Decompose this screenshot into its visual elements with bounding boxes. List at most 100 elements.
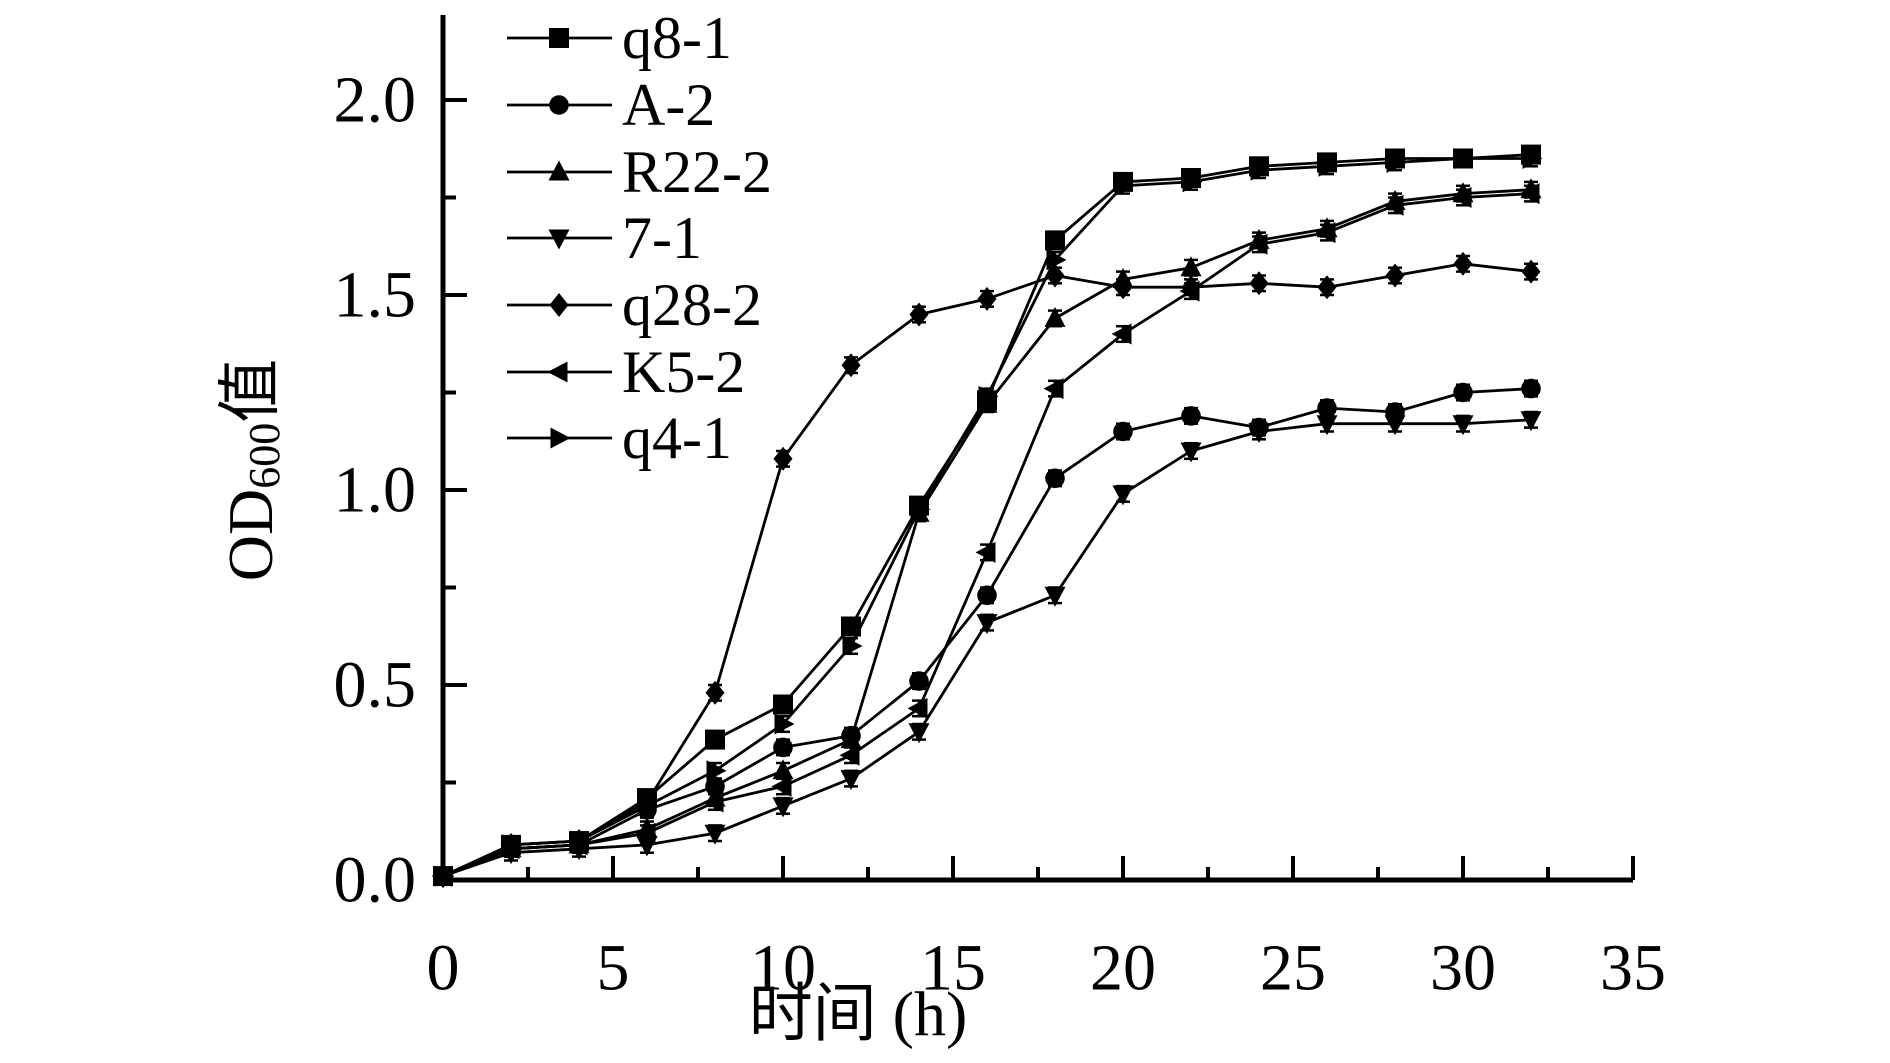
marker-q4-1 bbox=[570, 830, 591, 852]
marker-7-1 bbox=[1452, 415, 1474, 436]
marker-A-2 bbox=[1317, 398, 1337, 418]
marker-q28-2 bbox=[773, 446, 793, 471]
x-tick-label: 15 bbox=[920, 932, 986, 1005]
x-tick-label: 5 bbox=[597, 932, 630, 1005]
marker-q4-1 bbox=[842, 635, 863, 657]
legend-marker-q8-1 bbox=[549, 28, 569, 48]
legend-label-q4-1: q4-1 bbox=[622, 405, 732, 471]
marker-q28-2 bbox=[1113, 275, 1133, 300]
marker-q8-1 bbox=[773, 694, 793, 715]
x-tick-label: 25 bbox=[1260, 932, 1326, 1005]
legend-label-7-1: 7-1 bbox=[622, 205, 702, 271]
marker-q4-1 bbox=[638, 795, 659, 817]
series-q28-2 bbox=[433, 251, 1541, 889]
marker-q28-2 bbox=[909, 302, 929, 327]
marker-q28-2 bbox=[1521, 259, 1541, 284]
marker-q4-1 bbox=[978, 385, 999, 407]
legend-marker-q4-1 bbox=[550, 427, 571, 449]
marker-q8-1 bbox=[841, 616, 861, 637]
series-R22-2 bbox=[432, 178, 1542, 886]
marker-K5-2 bbox=[1043, 378, 1064, 400]
marker-q4-1 bbox=[1114, 175, 1135, 197]
tick-labels: 0 5 10 15 20 25 30 35 0.0 0.5 1.0 1.5 2.0 bbox=[334, 64, 1667, 1005]
marker-A-2 bbox=[1045, 468, 1065, 489]
marker-K5-2 bbox=[1247, 233, 1268, 255]
y-tick-label: 1.5 bbox=[334, 259, 417, 332]
marker-R22-2 bbox=[840, 728, 862, 749]
legend-item-7-1: 7-1 bbox=[507, 205, 702, 271]
marker-q28-2 bbox=[1385, 263, 1405, 288]
marker-A-2 bbox=[977, 585, 997, 606]
marker-7-1 bbox=[772, 797, 794, 818]
legend-label-A-2: A-2 bbox=[622, 72, 715, 138]
marker-q4-1 bbox=[1522, 148, 1543, 169]
legend-marker-R22-2 bbox=[548, 160, 570, 181]
x-tick-label: 0 bbox=[427, 932, 460, 1005]
marker-q4-1 bbox=[910, 499, 931, 520]
marker-7-1 bbox=[908, 723, 930, 744]
marker-K5-2 bbox=[635, 822, 656, 844]
marker-q28-2 bbox=[841, 353, 861, 378]
legend-marker-K5-2 bbox=[547, 361, 568, 383]
x-tick-label: 35 bbox=[1600, 932, 1666, 1005]
marker-K5-2 bbox=[1111, 323, 1132, 345]
legend-item-K5-2: K5-2 bbox=[507, 339, 745, 405]
axes bbox=[440, 15, 1635, 883]
marker-K5-2 bbox=[839, 744, 860, 766]
legend-item-q28-2: q28-2 bbox=[507, 272, 762, 338]
marker-q28-2 bbox=[1317, 275, 1337, 300]
marker-q4-1 bbox=[434, 865, 455, 887]
marker-7-1 bbox=[976, 614, 998, 635]
marker-A-2 bbox=[909, 671, 929, 691]
series-K5-2 bbox=[431, 183, 1540, 887]
marker-q4-1 bbox=[1182, 171, 1203, 193]
x-tick-label: 30 bbox=[1430, 932, 1496, 1005]
x-axis-title: 时间 (h) bbox=[749, 979, 968, 1050]
series-line-7-1 bbox=[442, 418, 1532, 878]
marker-q8-1 bbox=[705, 729, 725, 750]
legend-marker-7-1 bbox=[548, 229, 570, 250]
marker-K5-2 bbox=[1519, 183, 1540, 205]
marker-q4-1 bbox=[502, 834, 523, 856]
marker-A-2 bbox=[1113, 421, 1133, 442]
x-tick-label: 10 bbox=[750, 932, 816, 1005]
y-axis-title: OD600值 bbox=[215, 359, 289, 581]
y-tick-label: 1.0 bbox=[334, 454, 417, 527]
marker-q4-1 bbox=[774, 713, 795, 735]
marker-7-1 bbox=[1180, 442, 1202, 463]
marker-q28-2 bbox=[977, 286, 997, 311]
legend-item-q4-1: q4-1 bbox=[507, 405, 732, 471]
series-line-q28-2 bbox=[442, 262, 1532, 878]
legend-label-q8-1: q8-1 bbox=[622, 5, 732, 71]
marker-K5-2 bbox=[907, 697, 928, 719]
marker-K5-2 bbox=[1383, 194, 1404, 216]
legend-marker-A-2 bbox=[549, 95, 569, 115]
series-7-1 bbox=[432, 410, 1542, 888]
marker-q28-2 bbox=[1249, 271, 1269, 296]
legend-item-A-2: A-2 bbox=[507, 72, 715, 138]
marker-q28-2 bbox=[1453, 251, 1473, 276]
marker-7-1 bbox=[1520, 411, 1542, 432]
legend-item-q8-1: q8-1 bbox=[507, 5, 732, 71]
marker-K5-2 bbox=[1179, 280, 1200, 302]
marker-K5-2 bbox=[771, 775, 792, 797]
marker-A-2 bbox=[773, 737, 793, 758]
series-q8-1 bbox=[433, 144, 1541, 887]
marker-7-1 bbox=[840, 770, 862, 791]
marker-7-1 bbox=[1384, 415, 1406, 436]
marker-K5-2 bbox=[975, 541, 996, 563]
marker-q28-2 bbox=[705, 680, 725, 705]
marker-q4-1 bbox=[1318, 155, 1339, 177]
marker-q4-1 bbox=[706, 760, 727, 782]
marker-q4-1 bbox=[1250, 159, 1271, 181]
marker-7-1 bbox=[1316, 415, 1338, 436]
marker-A-2 bbox=[1181, 406, 1201, 426]
y-tick-label: 0.0 bbox=[334, 844, 417, 917]
series-line-q4-1 bbox=[442, 157, 1531, 878]
series-line-q8-1 bbox=[442, 153, 1532, 878]
marker-7-1 bbox=[704, 824, 726, 845]
marker-q4-1 bbox=[1454, 148, 1475, 169]
marker-R22-2 bbox=[1180, 256, 1202, 277]
